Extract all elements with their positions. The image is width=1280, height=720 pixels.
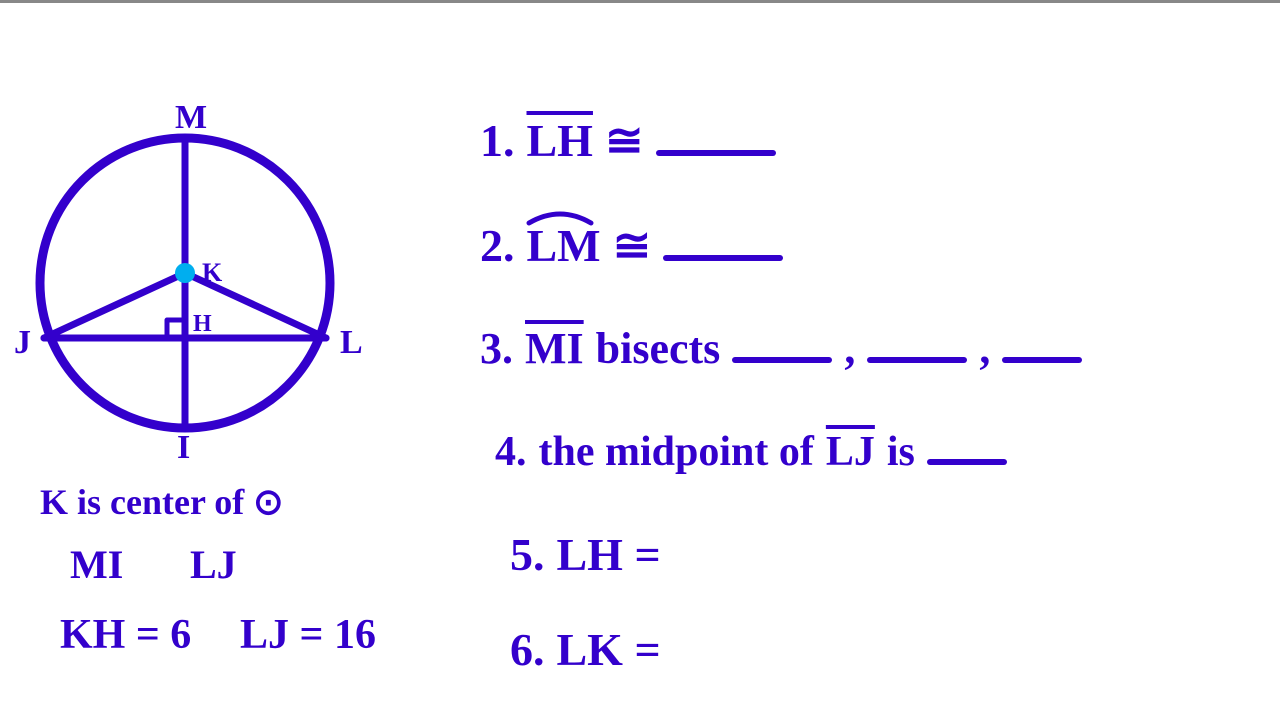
label-H: H [193,311,212,337]
q6-num: 6. [510,623,545,676]
segment-KJ [44,273,185,338]
given-line3a: KH = 6 [60,611,191,659]
q4-text1: the midpoint of [539,428,814,476]
q2-blank [663,255,783,261]
q4-text2: is [887,428,915,476]
question-2: 2. LM ≅ [480,218,783,272]
q4-segment: LJ [826,428,875,476]
question-6: 6. LK = [510,623,673,676]
q1-num: 1. [480,114,515,167]
q1-rel: ≅ [605,113,644,167]
question-4: 4. the midpoint of LJ is [495,428,1007,476]
q4-blank [927,459,1007,465]
question-1: 1. LH ≅ [480,113,776,167]
q5-expr: LH = [557,528,661,581]
q3-blank-3 [1002,357,1082,363]
q3-num: 3. [480,323,513,374]
arc-mark-icon [525,209,595,227]
question-5: 5. LH = [510,528,673,581]
whiteboard-stage: M I J L K H K is center of ⊙ MI LJ KH = … [0,0,1280,720]
label-J: J [14,324,31,361]
q2-rel: ≅ [613,218,652,272]
q1-segment: LH [527,114,593,167]
given-line3b: LJ = 16 [240,611,376,659]
q4-num: 4. [495,428,527,476]
q5-num: 5. [510,528,545,581]
given-line2b: LJ [190,541,237,588]
q2-arc: LM [527,219,601,272]
center-dot [175,263,195,283]
comma-2: , [979,323,990,374]
label-M: M [175,103,207,136]
question-3: 3. MI bisects , , [480,323,1082,374]
q3-segment: MI [525,323,584,374]
q3-blank-2 [867,357,967,363]
circle-diagram: M I J L K H [10,103,370,463]
q1-blank [656,150,776,156]
label-K: K [202,258,223,287]
q3-text: bisects [596,323,721,374]
label-L: L [340,324,363,361]
q3-blank-1 [732,357,832,363]
given-line2a: MI [70,541,123,588]
given-line1: K is center of ⊙ [40,481,283,523]
q6-expr: LK = [557,623,661,676]
comma-1: , [844,323,855,374]
q2-num: 2. [480,219,515,272]
label-I: I [177,429,190,463]
